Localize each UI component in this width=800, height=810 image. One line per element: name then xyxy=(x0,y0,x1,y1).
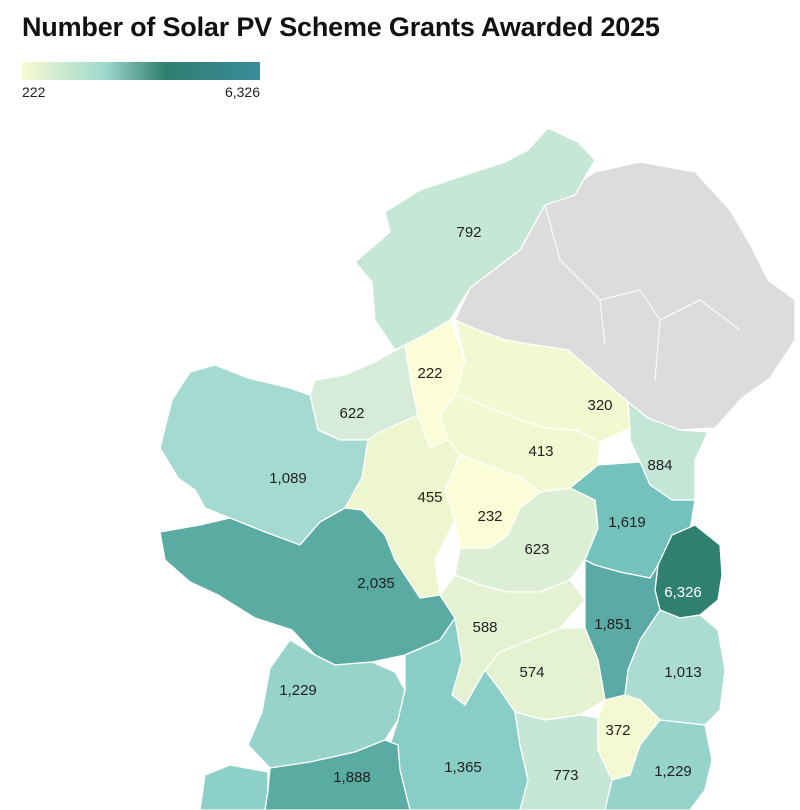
value-label-carlow: 372 xyxy=(605,722,630,739)
value-label-louth: 884 xyxy=(647,457,672,474)
region-kilkenny[interactable] xyxy=(514,711,613,810)
value-label-galway: 2,035 xyxy=(357,575,395,592)
value-label-kildare: 1,851 xyxy=(594,616,632,633)
map-title: Number of Solar PV Scheme Grants Awarded… xyxy=(22,12,660,42)
region-wexford[interactable] xyxy=(604,719,713,810)
value-label-longford: 232 xyxy=(477,508,502,525)
value-label-dublin: 6,326 xyxy=(664,584,702,601)
value-label-donegal: 792 xyxy=(456,224,481,241)
value-label-wicklow: 1,013 xyxy=(664,664,702,681)
legend-gradient-bar xyxy=(22,62,260,80)
legend-max-label: 6,326 xyxy=(224,84,260,100)
value-label-limerick: 1,888 xyxy=(333,769,371,786)
value-label-tipperary: 1,365 xyxy=(444,759,482,776)
region-kerry[interactable] xyxy=(199,764,269,810)
value-label-cavan: 320 xyxy=(587,397,612,414)
value-label-mayo: 1,089 xyxy=(269,470,307,487)
value-label-laois: 574 xyxy=(519,664,544,681)
ni-internal-borders xyxy=(544,204,741,381)
value-label-wexford: 1,229 xyxy=(654,763,692,780)
legend-labels: 222 6,326 xyxy=(22,84,260,100)
value-label-kilkenny: 773 xyxy=(553,767,578,784)
value-label-westmeath: 623 xyxy=(524,541,549,558)
value-label-leitrim: 222 xyxy=(417,365,442,382)
value-label-monaghan: 413 xyxy=(528,443,553,460)
color-legend: 222 6,326 xyxy=(22,62,260,100)
value-label-sligo: 622 xyxy=(339,405,364,422)
choropleth-map: 792 222 622 320 413 884 1,089 455 232 1,… xyxy=(159,127,796,810)
value-label-roscommon: 455 xyxy=(417,489,442,506)
value-label-clare: 1,229 xyxy=(279,682,317,699)
value-label-meath: 1,619 xyxy=(608,514,646,531)
legend-min-label: 222 xyxy=(22,84,46,100)
value-label-offaly: 588 xyxy=(472,619,497,636)
